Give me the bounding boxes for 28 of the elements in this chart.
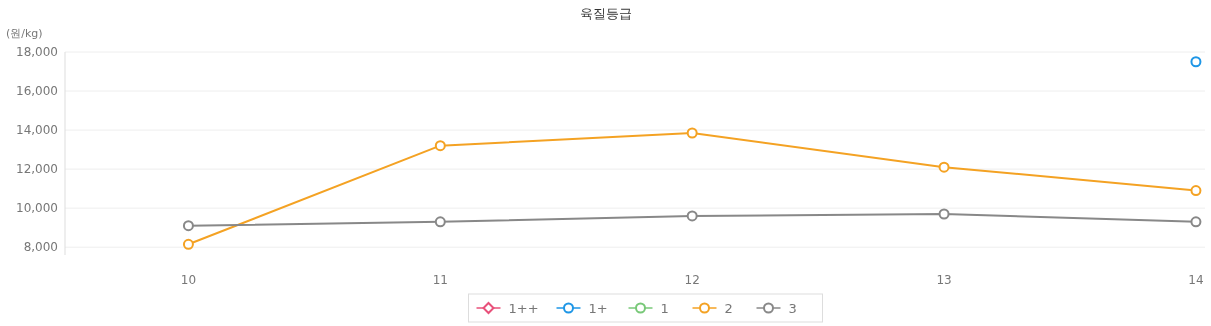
x-tick-label: 11 <box>432 273 448 287</box>
y-tick-label: 12,000 <box>16 162 58 177</box>
legend-label: 1+ <box>588 301 608 316</box>
point <box>938 208 950 220</box>
point <box>938 161 950 173</box>
y-tick-label: 18,000 <box>16 45 58 59</box>
y-tick-label: 8,000 <box>23 240 58 255</box>
legend-label: 1 <box>660 301 669 316</box>
y-tick-label: 10,000 <box>16 201 58 216</box>
point <box>434 140 446 152</box>
x-tick-label: 12 <box>684 273 700 287</box>
point <box>686 210 698 222</box>
x-tick-label: 14 <box>1188 273 1204 287</box>
point <box>182 220 194 232</box>
x-tick-label: 13 <box>936 273 952 287</box>
point <box>182 238 194 250</box>
y-tick-label: 14,000 <box>16 123 58 138</box>
chart-title: 육질등급 <box>579 6 632 21</box>
legend-label: 1++ <box>508 301 539 316</box>
legend-label: 2 <box>724 301 733 316</box>
x-tick-label: 10 <box>180 273 197 287</box>
y-tick-label: 16,000 <box>16 84 58 99</box>
point <box>1190 185 1202 197</box>
y-axis-title: (원/kg) <box>6 27 43 40</box>
point <box>1190 216 1202 228</box>
legend-label: 3 <box>788 301 797 316</box>
point <box>686 127 698 139</box>
point <box>434 216 446 228</box>
